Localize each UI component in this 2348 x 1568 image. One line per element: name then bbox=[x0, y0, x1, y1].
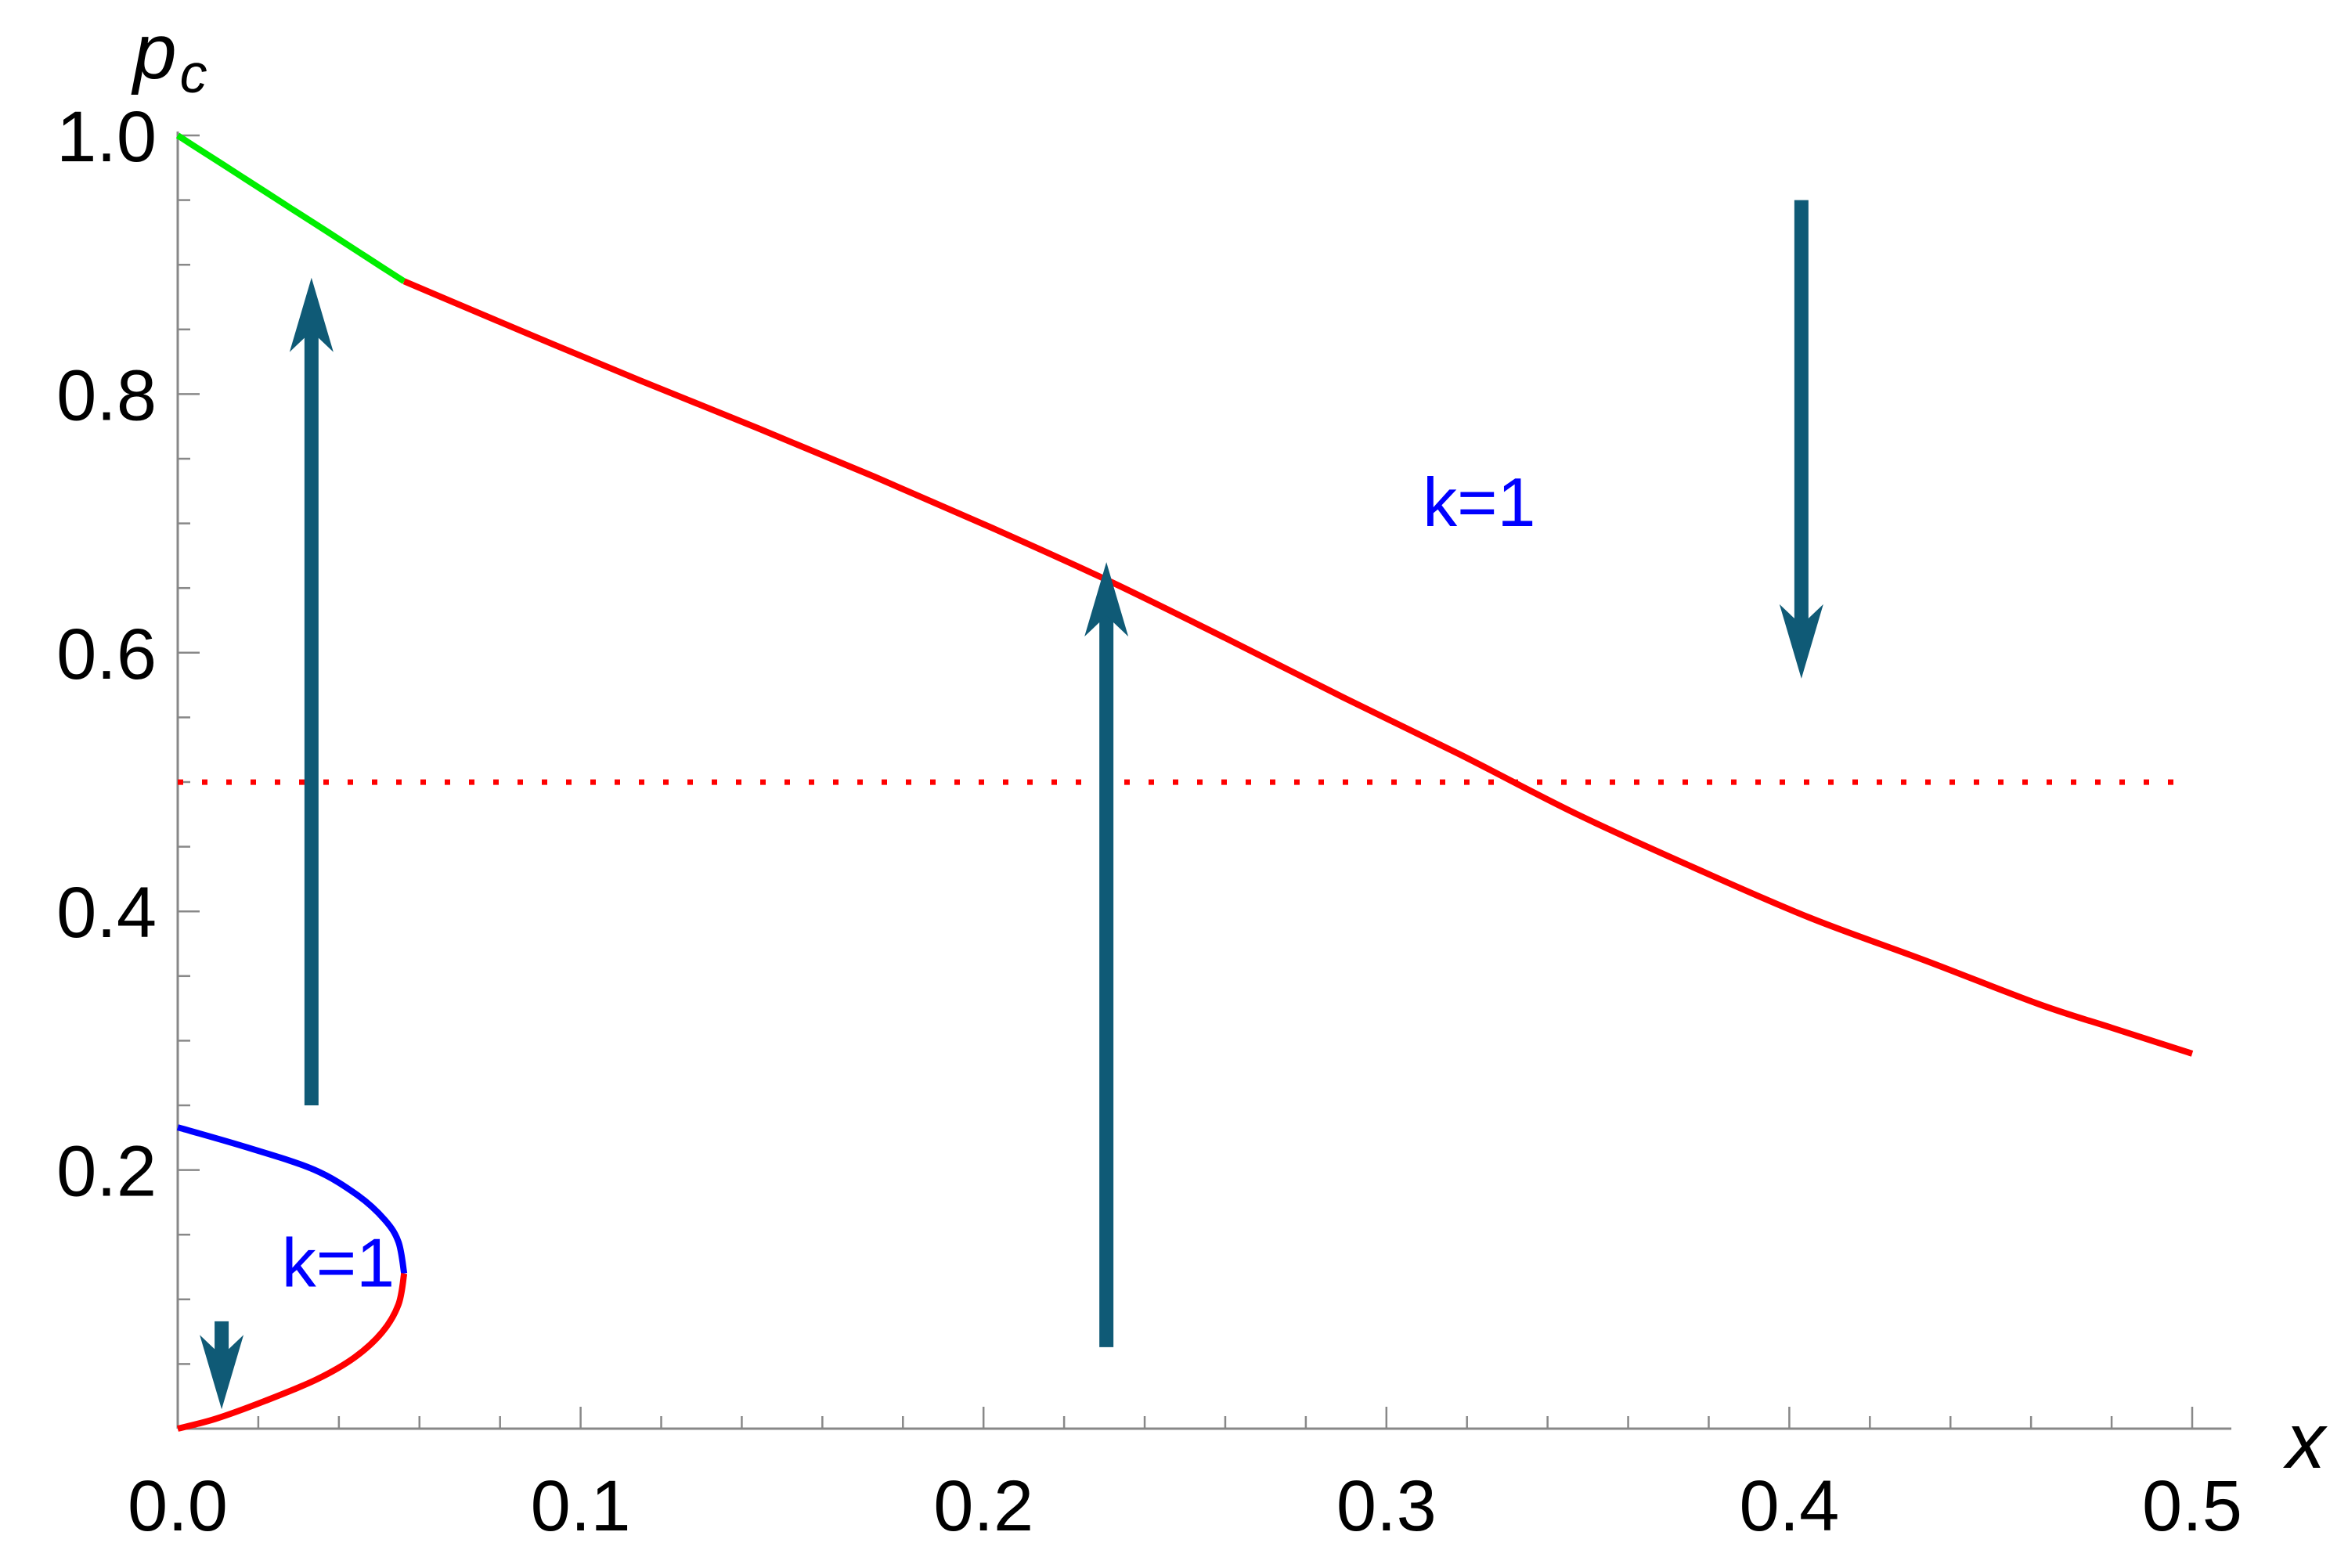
axes bbox=[176, 132, 2231, 1430]
y-tick-label: 0.8 bbox=[56, 355, 157, 435]
y-tick-label: 1.0 bbox=[56, 97, 157, 177]
x-tick-label: 0.4 bbox=[1739, 1466, 1839, 1546]
series-line-2 bbox=[176, 1124, 408, 1274]
arrow-head-1 bbox=[1084, 562, 1129, 637]
y-tick-label: 0.6 bbox=[56, 615, 157, 694]
labels-group: 0.0 0.1 0.2 0.3 0.4 0.5 0.2 0.4 0.6 0.8 1.0 x pc k=1 k… bbox=[56, 8, 2328, 1546]
series-line-0 bbox=[175, 132, 406, 284]
x-tick-label: 0.3 bbox=[1336, 1466, 1437, 1546]
annotation-k-label-0: k=1 bbox=[1423, 463, 1535, 541]
ticks bbox=[176, 134, 2194, 1430]
arrows-group bbox=[200, 200, 1823, 1410]
arrow-head-3 bbox=[200, 1335, 244, 1410]
annotation-k-label-1: k=1 bbox=[282, 1224, 395, 1301]
y-axis-label: pc bbox=[131, 8, 207, 104]
x-tick-label: 0.5 bbox=[2142, 1466, 2242, 1546]
y-tick-label: 0.2 bbox=[56, 1132, 157, 1212]
series-line-1 bbox=[402, 278, 2194, 1057]
series-group bbox=[175, 132, 2194, 1432]
series-line-3 bbox=[176, 1273, 408, 1432]
arrow-head-0 bbox=[289, 277, 334, 352]
arrow-head-2 bbox=[1779, 604, 1823, 679]
x-tick-label: 0.1 bbox=[531, 1466, 631, 1546]
y-tick-label: 0.4 bbox=[56, 873, 157, 953]
x-axis-label: x bbox=[2283, 1397, 2328, 1485]
x-tick-label: 0.2 bbox=[933, 1466, 1033, 1546]
x-tick-label: 0.0 bbox=[128, 1466, 228, 1546]
